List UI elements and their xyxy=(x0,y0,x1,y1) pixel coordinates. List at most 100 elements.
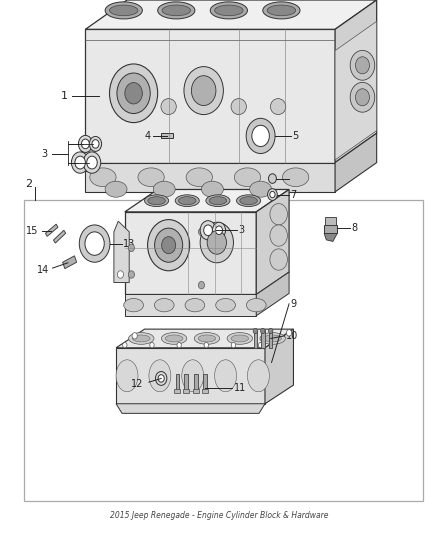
Circle shape xyxy=(270,225,287,246)
Text: 3: 3 xyxy=(41,149,47,158)
Ellipse shape xyxy=(110,5,138,16)
Ellipse shape xyxy=(206,195,230,206)
Text: 10: 10 xyxy=(286,331,298,341)
Polygon shape xyxy=(265,329,293,404)
Circle shape xyxy=(231,343,236,348)
Polygon shape xyxy=(125,294,256,316)
Ellipse shape xyxy=(148,197,166,205)
Ellipse shape xyxy=(116,360,138,392)
Circle shape xyxy=(87,156,97,169)
Polygon shape xyxy=(324,233,337,241)
Text: 5: 5 xyxy=(293,131,299,141)
Polygon shape xyxy=(53,230,66,243)
Ellipse shape xyxy=(250,181,272,197)
Text: 13: 13 xyxy=(123,239,135,248)
Ellipse shape xyxy=(270,99,286,115)
Circle shape xyxy=(81,139,89,149)
Text: 6: 6 xyxy=(290,174,297,183)
Polygon shape xyxy=(335,0,377,163)
Ellipse shape xyxy=(105,181,127,197)
Polygon shape xyxy=(125,189,289,212)
Polygon shape xyxy=(85,0,377,29)
Polygon shape xyxy=(81,149,94,171)
Circle shape xyxy=(128,244,134,252)
Bar xyxy=(254,330,257,348)
Ellipse shape xyxy=(216,298,236,312)
Text: 12: 12 xyxy=(131,379,144,389)
Polygon shape xyxy=(116,329,293,348)
Polygon shape xyxy=(116,348,265,404)
Ellipse shape xyxy=(166,335,183,342)
Text: 2: 2 xyxy=(25,179,32,189)
Text: 11: 11 xyxy=(233,383,246,393)
Circle shape xyxy=(117,271,124,278)
Ellipse shape xyxy=(198,335,216,342)
Ellipse shape xyxy=(267,5,296,16)
Bar xyxy=(203,374,207,390)
Ellipse shape xyxy=(210,2,247,19)
Circle shape xyxy=(286,329,292,336)
Polygon shape xyxy=(116,404,265,414)
Circle shape xyxy=(268,328,273,334)
Ellipse shape xyxy=(246,298,266,312)
Ellipse shape xyxy=(175,195,199,206)
Polygon shape xyxy=(125,212,256,294)
Circle shape xyxy=(356,57,369,74)
Circle shape xyxy=(246,118,275,154)
Text: 1: 1 xyxy=(61,91,68,101)
Circle shape xyxy=(198,281,205,289)
Ellipse shape xyxy=(237,195,261,206)
Ellipse shape xyxy=(283,168,309,187)
Circle shape xyxy=(110,64,158,123)
Ellipse shape xyxy=(234,168,261,187)
Circle shape xyxy=(132,333,137,339)
Text: 4: 4 xyxy=(145,131,151,141)
Circle shape xyxy=(155,228,183,262)
Ellipse shape xyxy=(264,335,281,342)
Bar xyxy=(174,389,180,393)
Ellipse shape xyxy=(138,168,164,187)
Circle shape xyxy=(252,125,269,147)
Circle shape xyxy=(207,231,226,254)
Bar xyxy=(269,330,272,348)
Polygon shape xyxy=(335,21,377,160)
Text: 14: 14 xyxy=(37,265,49,274)
Bar xyxy=(184,374,188,390)
Text: 7: 7 xyxy=(290,190,297,199)
Polygon shape xyxy=(335,133,377,192)
Ellipse shape xyxy=(194,333,219,344)
Circle shape xyxy=(356,88,369,106)
Ellipse shape xyxy=(145,195,169,206)
Ellipse shape xyxy=(215,360,237,392)
Ellipse shape xyxy=(153,181,175,197)
Ellipse shape xyxy=(182,360,204,392)
Ellipse shape xyxy=(186,168,212,187)
Circle shape xyxy=(155,372,167,385)
Circle shape xyxy=(270,249,287,270)
Circle shape xyxy=(253,328,258,334)
Bar xyxy=(325,217,336,225)
Circle shape xyxy=(177,343,181,348)
Circle shape xyxy=(123,343,127,348)
Circle shape xyxy=(261,328,265,334)
Ellipse shape xyxy=(201,181,223,197)
Text: 15: 15 xyxy=(26,227,39,236)
Circle shape xyxy=(128,271,134,278)
Circle shape xyxy=(200,222,233,263)
Circle shape xyxy=(184,67,223,115)
Ellipse shape xyxy=(158,2,195,19)
Circle shape xyxy=(268,174,276,183)
Ellipse shape xyxy=(129,333,154,344)
Ellipse shape xyxy=(231,335,249,342)
Circle shape xyxy=(270,204,287,225)
Circle shape xyxy=(78,135,92,152)
Text: 8: 8 xyxy=(352,223,358,233)
Circle shape xyxy=(350,51,374,80)
Circle shape xyxy=(85,232,104,255)
Ellipse shape xyxy=(90,168,116,187)
Circle shape xyxy=(268,189,277,200)
Circle shape xyxy=(258,343,263,348)
Circle shape xyxy=(191,76,216,106)
Circle shape xyxy=(71,152,89,173)
Circle shape xyxy=(150,343,154,348)
